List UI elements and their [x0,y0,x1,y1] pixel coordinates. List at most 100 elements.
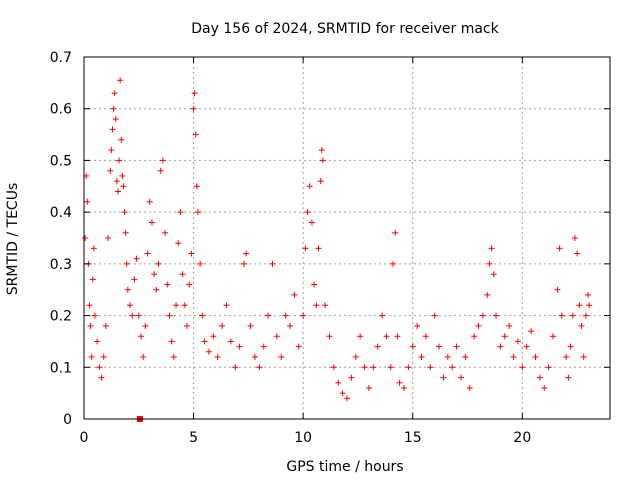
y-tick-label: 0.5 [50,153,72,169]
data-point [110,105,117,112]
data-point [409,343,416,350]
data-point [177,209,184,216]
data-point [123,260,130,267]
data-point [84,198,91,205]
data-point [175,240,182,247]
data-point [227,338,234,345]
data-point [387,364,394,371]
data-point [159,157,166,164]
data-point [88,353,95,360]
data-point [563,353,570,360]
data-point [365,384,372,391]
data-point [436,343,443,350]
data-point [586,302,593,309]
data-point [107,167,114,174]
data-point [319,157,326,164]
x-tick-label: 10 [294,430,312,446]
data-point [186,281,193,288]
data-point [308,219,315,226]
data-point [287,322,294,329]
data-point [265,312,272,319]
data-point [344,395,350,402]
data-point [457,374,464,381]
y-tick-labels: 0 0.1 0.2 0.3 0.4 0.5 0.6 0.7 [50,50,72,428]
data-point [315,245,322,252]
data-point [179,271,186,278]
data-point [260,343,267,350]
data-point [580,353,587,360]
data-point [431,312,438,319]
data-point [440,374,447,381]
data-point [383,333,390,340]
data-point [223,302,230,309]
data-point [256,364,263,371]
y-tick-label: 0.2 [50,309,72,325]
data-point [120,183,127,190]
data-point [102,322,109,329]
data-point [545,364,552,371]
data-point [392,229,399,236]
data-point [199,312,206,319]
data-point [219,322,226,329]
y-tick-label: 0.7 [50,50,72,66]
data-point [396,379,403,386]
data-point [236,343,243,350]
data-points [82,77,593,422]
data-point [295,343,302,350]
data-point [137,333,144,340]
data-point [127,302,134,309]
data-point [571,235,578,241]
data-point [251,353,258,360]
data-point [124,286,131,293]
data-point [422,333,429,340]
data-point [155,260,162,267]
data-point [585,291,592,298]
data-point [117,77,124,84]
data-point [497,343,504,350]
data-point [214,353,221,360]
y-tick-label: 0.1 [50,360,72,376]
y-axis-label: SRMTID / TECUs [5,183,21,296]
data-point [243,250,250,257]
data-point [357,333,364,340]
data-point [111,90,118,97]
data-point [567,343,574,350]
data-point [550,333,557,340]
data-point [116,157,123,164]
data-point [558,312,565,319]
chart-title: Day 156 of 2024, SRMTID for receiver mac… [191,21,499,37]
x-tick-label: 15 [404,430,422,446]
data-point [519,364,526,371]
data-point [449,364,456,371]
data-point [119,172,126,179]
data-point [536,374,543,381]
data-point [210,333,217,340]
x-axis-label: GPS time / hours [286,459,403,475]
data-point [565,374,572,381]
data-point [184,322,191,329]
data-point [118,136,125,143]
data-point [493,312,500,319]
data-point [135,312,142,319]
data-point [98,374,105,381]
data-point [300,312,307,319]
data-point [486,260,493,267]
data-point [427,364,434,371]
data-point [374,343,381,350]
data-point [140,353,147,360]
data-point [302,245,309,252]
data-point [569,312,576,319]
data-point [170,353,177,360]
data-point [532,353,539,360]
data-point [370,364,377,371]
data-point [528,328,535,335]
data-point [326,333,333,340]
data-point [192,131,199,138]
data-point [87,322,94,329]
data-point [91,312,98,319]
data-point [400,384,407,391]
data-point [479,312,486,319]
y-tick-label: 0.4 [50,205,72,221]
data-point [90,245,97,252]
data-point [317,178,324,185]
